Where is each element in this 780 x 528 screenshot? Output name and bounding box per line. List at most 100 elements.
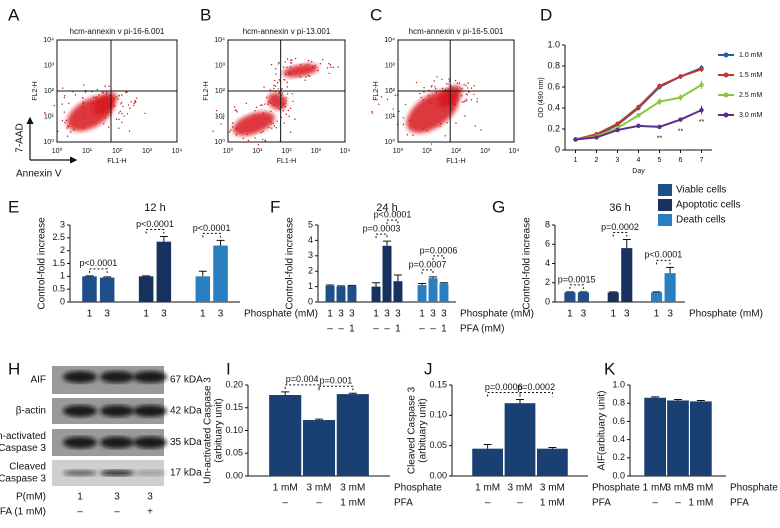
cell-dot — [286, 81, 288, 84]
cell-dot — [228, 131, 231, 133]
x-tick-label: 1 — [373, 309, 379, 320]
bar — [336, 394, 369, 476]
blot-band — [100, 371, 134, 383]
cell-dot — [282, 110, 285, 112]
cell-dot — [266, 96, 268, 99]
cell-dot — [121, 94, 123, 96]
cell-dot — [278, 61, 280, 64]
blot-label: β-actin — [16, 406, 46, 417]
y-tick-label: 0.6 — [612, 416, 625, 426]
cell-dot — [463, 101, 465, 103]
panel-letter: J — [424, 359, 433, 378]
x-tick-label: – — [419, 324, 425, 335]
error-bar — [383, 240, 391, 246]
y-tick-label: 0.4 — [547, 102, 560, 112]
error-bar — [516, 399, 524, 404]
x-tick-label: – — [384, 324, 390, 335]
cell-dot — [275, 127, 278, 129]
x-tick-label: 10² — [112, 148, 123, 155]
error-bar — [142, 275, 151, 277]
y-axis-label: FL2-H — [203, 81, 210, 100]
flow-y-label: 7-AAD — [15, 123, 26, 152]
cell-dot — [436, 76, 438, 78]
point — [636, 113, 641, 118]
blot-size: 17 kDa — [170, 468, 202, 479]
cell-dot — [90, 113, 92, 115]
bar — [621, 248, 633, 302]
cell-dot — [274, 79, 276, 82]
point — [699, 82, 704, 88]
blot-label: Caspase 3 — [0, 443, 46, 454]
y-tick-label: 1.0 — [612, 379, 625, 389]
bar — [564, 292, 576, 302]
bar — [690, 401, 712, 476]
cell-dot — [310, 60, 313, 63]
cell-dot — [106, 91, 108, 93]
cell-dot — [430, 86, 433, 88]
cell-dot — [261, 138, 264, 141]
annotation: p=0.0006 — [420, 245, 458, 255]
bar — [651, 292, 663, 302]
cell-dot — [470, 99, 473, 101]
cell-dot — [390, 87, 392, 90]
cell-dot — [253, 114, 255, 117]
x-tick-label: 3 — [616, 157, 620, 164]
y-tick-label: 4 — [308, 235, 313, 245]
cell-dot — [288, 72, 290, 75]
cell-dot — [428, 100, 430, 103]
blot-band — [133, 371, 167, 383]
legend-label: Apoptotic cells — [676, 200, 740, 211]
cell-dot — [272, 122, 274, 124]
cell-dot — [328, 72, 330, 75]
x-axis-label: FL1-H — [446, 158, 465, 165]
y-tick-label: 1 — [308, 281, 313, 291]
cell-dot — [446, 122, 448, 124]
blot-band — [63, 436, 97, 449]
cell-dot — [312, 65, 314, 68]
x-tick-label: 10³ — [311, 148, 322, 155]
bar — [472, 448, 503, 476]
error-bar — [337, 285, 345, 287]
y-tick-label: 0.05 — [429, 440, 447, 450]
x-tick-label: 3 — [395, 309, 401, 320]
cell-dot — [289, 131, 292, 133]
x-tick-label: 1 mM — [540, 498, 565, 509]
cell-dot — [229, 129, 232, 131]
significance-bracket — [88, 268, 108, 273]
lane-label: + — [147, 507, 153, 518]
cell-dot — [463, 83, 465, 86]
cell-dot — [378, 103, 380, 106]
cell-dot — [461, 95, 463, 97]
cell-dot — [426, 129, 428, 132]
annotation: p=0.0002 — [601, 222, 639, 232]
cell-dot — [275, 73, 277, 75]
blot-band — [133, 436, 167, 449]
x-tick-label: 10¹ — [82, 148, 93, 155]
error-bar — [622, 238, 631, 249]
chart-title: 36 h — [609, 202, 630, 214]
cell-dot — [420, 96, 423, 99]
cell-dot — [287, 109, 290, 112]
bar — [156, 241, 172, 302]
bar — [644, 397, 666, 476]
cell-dot — [480, 129, 482, 131]
y-tick-label: 0.05 — [225, 448, 243, 458]
x-tick-label: 10⁴ — [509, 148, 520, 155]
significance-bracket — [656, 259, 671, 265]
blot-band — [100, 405, 134, 417]
bar — [347, 285, 357, 302]
bar — [195, 276, 211, 302]
x-tick-label: – — [373, 324, 379, 335]
point — [657, 99, 662, 104]
x-tick-label: 3 mM — [307, 483, 332, 494]
cell-dot — [304, 64, 307, 66]
cell-dot — [299, 76, 302, 78]
cell-dot — [450, 107, 453, 110]
cell-dot — [444, 89, 446, 91]
cell-dot — [270, 123, 272, 125]
cell-dot — [392, 108, 394, 110]
blot-label: Cleaved — [9, 462, 46, 473]
cell-dot — [412, 134, 414, 137]
x-tick-label: 3 mM — [540, 483, 565, 494]
blot-label: AIF — [30, 375, 46, 386]
